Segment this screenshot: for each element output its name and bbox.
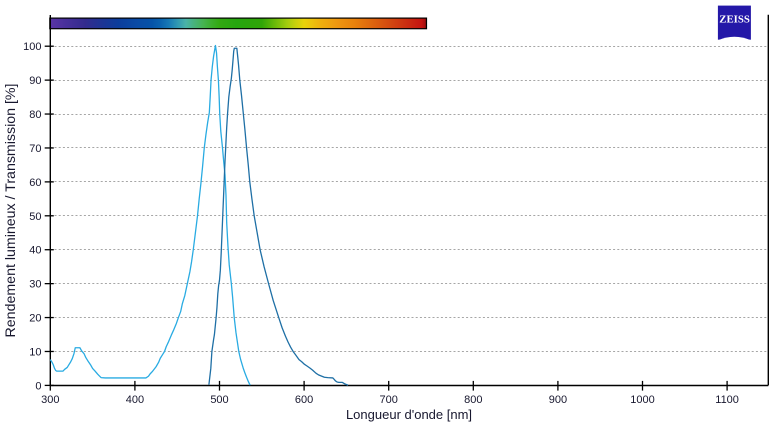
svg-text:20: 20	[29, 313, 41, 325]
svg-text:30: 30	[29, 279, 41, 291]
svg-text:70: 70	[29, 143, 41, 155]
svg-text:80: 80	[29, 109, 41, 121]
svg-text:40: 40	[29, 245, 41, 257]
svg-text:500: 500	[210, 394, 228, 406]
svg-text:Rendement lumineux / Transmiss: Rendement lumineux / Transmission [%]	[3, 84, 19, 338]
svg-text:900: 900	[549, 394, 567, 406]
svg-text:50: 50	[29, 211, 41, 223]
svg-text:700: 700	[380, 394, 398, 406]
svg-text:300: 300	[41, 394, 59, 406]
svg-text:Longueur d'onde [nm]: Longueur d'onde [nm]	[346, 407, 472, 422]
svg-text:ZEISS: ZEISS	[719, 14, 750, 26]
svg-text:90: 90	[29, 75, 41, 87]
svg-text:0: 0	[35, 380, 41, 392]
svg-text:600: 600	[295, 394, 313, 406]
svg-text:100: 100	[23, 41, 41, 53]
svg-text:1000: 1000	[630, 394, 654, 406]
svg-text:400: 400	[126, 394, 144, 406]
svg-text:60: 60	[29, 177, 41, 189]
svg-text:1100: 1100	[715, 394, 739, 406]
svg-text:10: 10	[29, 346, 41, 358]
svg-text:800: 800	[464, 394, 482, 406]
